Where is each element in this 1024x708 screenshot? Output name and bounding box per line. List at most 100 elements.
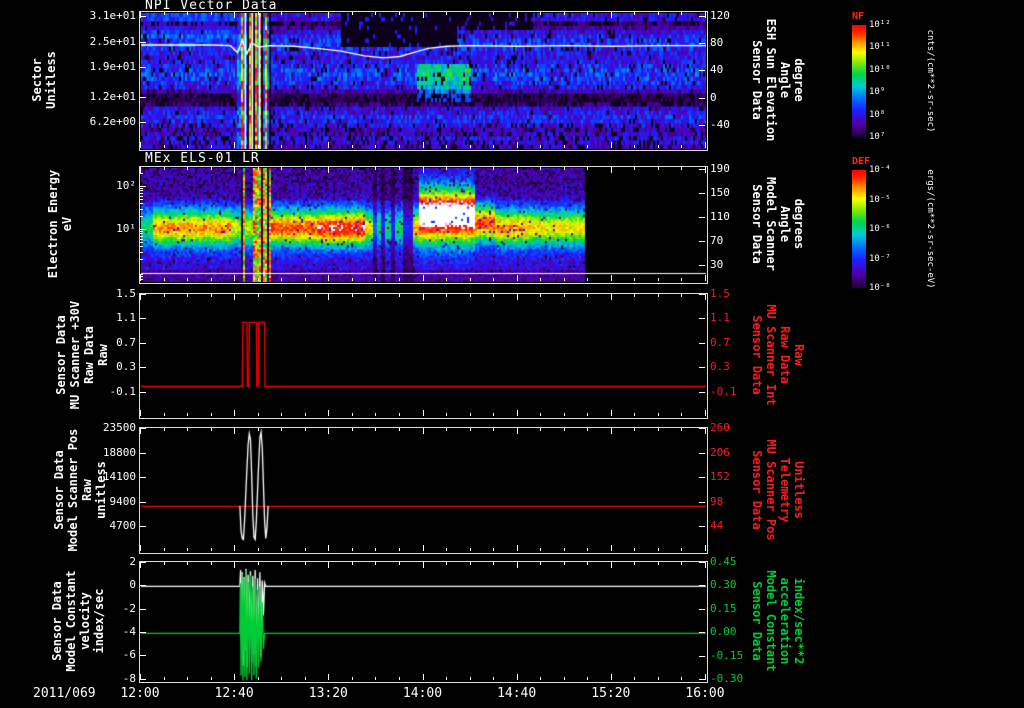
tick-mark (699, 97, 705, 99)
tick-mark (210, 145, 212, 148)
npi-panel-title: NPI Vector Data (145, 0, 278, 13)
y-tick-label-right: 110 (710, 210, 730, 224)
tick-mark (140, 67, 146, 69)
tick-mark (422, 674, 424, 680)
tick-mark (398, 562, 400, 565)
tick-mark (587, 12, 589, 15)
tick-mark (610, 428, 612, 434)
x-tick-label: 12:40 (214, 686, 254, 701)
tick-mark (398, 278, 400, 281)
tick-mark (493, 145, 495, 148)
tick-mark (516, 545, 518, 551)
colorbar-title: NF (852, 11, 865, 22)
tick-mark (422, 410, 424, 416)
tick-mark (657, 294, 659, 297)
left-axis-label-modelconst: Sensor Data Model Constant velocity index/s… (50, 570, 106, 671)
tick-mark (281, 548, 283, 551)
tick-mark (469, 167, 471, 170)
tick-mark (328, 545, 330, 551)
tick-mark (234, 410, 236, 416)
y-tick-label-left: 23500 (102, 421, 136, 434)
tick-mark (304, 562, 306, 565)
tick-mark (304, 428, 306, 431)
y-tick-label-right: 30 (710, 258, 724, 272)
tick-mark (140, 501, 146, 503)
tick-mark (163, 677, 165, 680)
tick-mark (705, 294, 706, 300)
left-axis-label-mu30v-line: Raw (96, 344, 110, 366)
tick-mark (681, 278, 683, 281)
tick-mark (351, 413, 353, 416)
tick-mark (446, 278, 448, 281)
tick-mark (705, 674, 706, 680)
tick-mark (140, 318, 146, 320)
y-tick-label-left: 10¹ (116, 222, 136, 236)
tick-mark (540, 167, 542, 170)
tick-mark (257, 294, 259, 297)
right-axis-label-mu30v-line: Sensor Data (750, 315, 764, 395)
tick-mark (304, 167, 306, 170)
scanpos-plot-canvas (141, 429, 706, 552)
tick-mark (140, 242, 143, 244)
tick-mark (699, 193, 705, 195)
tick-mark (257, 145, 259, 148)
colorbar-tick-label: 10⁻⁶ (869, 224, 891, 234)
tick-mark (563, 167, 565, 170)
colorbar-tick-label: 10⁹ (869, 87, 886, 98)
right-axis-label-els-line: Sensor Data (750, 184, 764, 264)
tick-mark (140, 655, 146, 657)
tick-mark (140, 678, 146, 680)
y-tick-label-right: 260 (710, 421, 730, 434)
tick-mark (140, 608, 146, 610)
tick-mark (163, 278, 165, 281)
tick-mark (563, 428, 565, 431)
tick-mark (657, 548, 659, 551)
x-tick-label: 14:40 (497, 686, 537, 701)
tick-mark (351, 12, 353, 15)
y-tick-label-left: 14100 (102, 470, 136, 484)
right-axis-label-modelconst-line: Model Constant (764, 570, 778, 672)
tick-mark (493, 428, 495, 431)
tick-mark (328, 275, 330, 281)
tick-mark (398, 294, 400, 297)
left-axis-label-npi-line: Unitless (44, 51, 58, 109)
tick-mark (422, 545, 424, 551)
tick-mark (304, 548, 306, 551)
x-axis-date-label: 2011/069 (33, 686, 96, 701)
y-tick-label-right: 190 (710, 162, 730, 176)
tick-mark (257, 562, 259, 565)
tick-mark (516, 142, 518, 148)
tick-mark (563, 562, 565, 565)
tick-mark (587, 145, 589, 148)
tick-mark (587, 548, 589, 551)
tick-mark (304, 12, 306, 15)
panel-els (139, 166, 708, 284)
tick-mark (699, 318, 705, 320)
tick-mark (516, 167, 518, 173)
tick-mark (610, 275, 612, 281)
tick-mark (634, 562, 636, 565)
tick-mark (351, 428, 353, 431)
tick-mark (657, 677, 659, 680)
tick-mark (681, 548, 683, 551)
tick-mark (563, 548, 565, 551)
tick-mark (328, 12, 330, 18)
tick-mark (140, 246, 143, 248)
y-tick-label-right: 44 (710, 519, 724, 533)
tick-mark (446, 12, 448, 15)
y-tick-label-right: 1.1 (710, 311, 730, 325)
y-tick-label-right: 80 (710, 36, 724, 50)
tick-mark (140, 477, 146, 479)
tick-mark (375, 677, 377, 680)
tick-mark (610, 167, 612, 173)
left-axis-label-scanpos-line: Model Scanner Pos (66, 428, 80, 551)
y-tick-label-left: 2 (129, 555, 136, 568)
tick-mark (587, 278, 589, 281)
tick-mark (398, 677, 400, 680)
y-tick-label-right: 206 (710, 445, 730, 459)
tick-mark (540, 294, 542, 297)
y-tick-label-right: 0.7 (710, 335, 730, 349)
tick-mark (657, 278, 659, 281)
tick-mark (699, 241, 705, 243)
tick-mark (140, 97, 146, 98)
